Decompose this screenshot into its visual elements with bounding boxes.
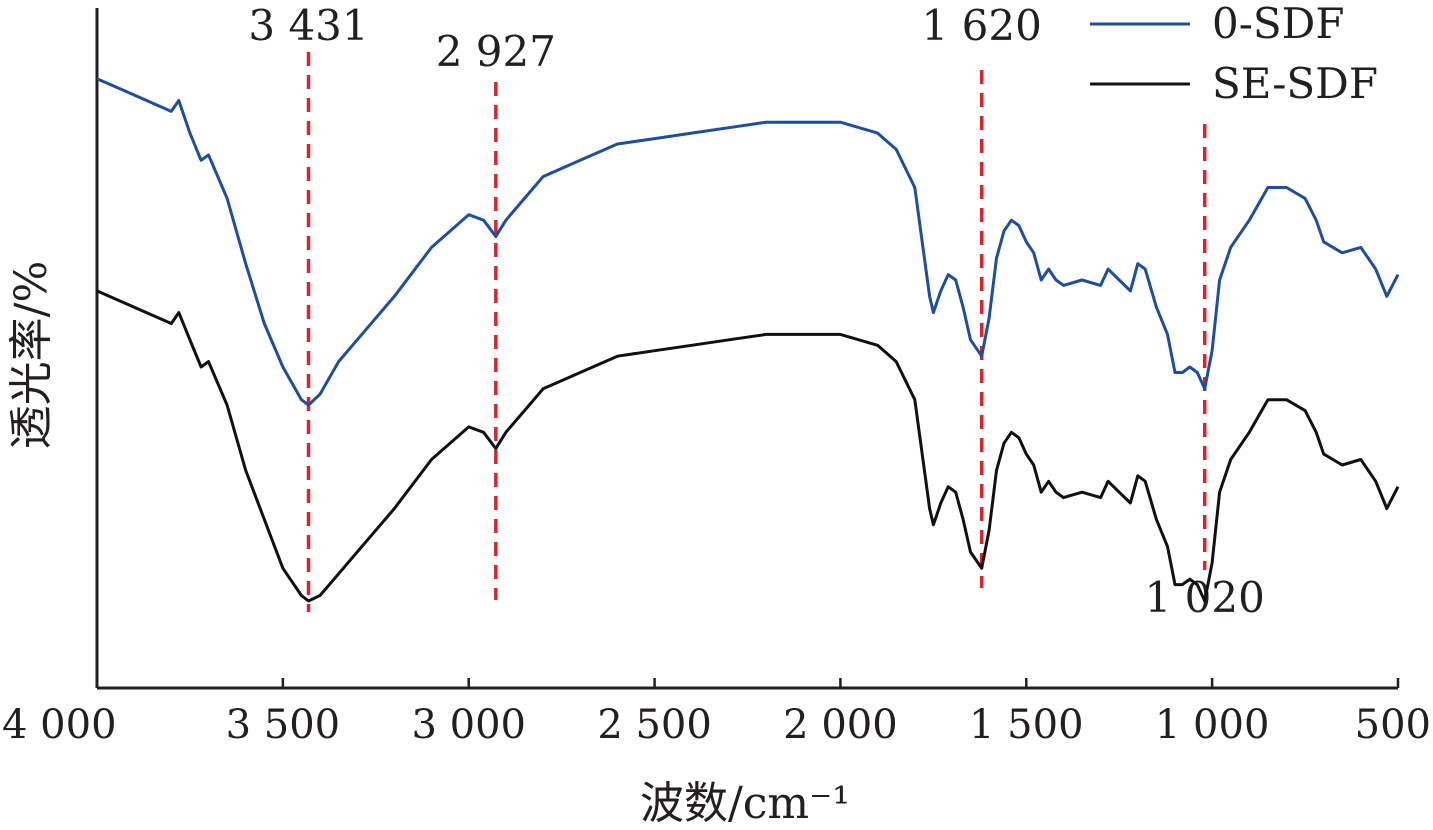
peak-label: 2 927 — [436, 27, 556, 76]
x-tick-label: 3 500 — [226, 702, 341, 748]
x-tick-label: 2 000 — [783, 702, 898, 748]
series-line-se-sdf — [96, 289, 1400, 603]
legend-label: 0-SDF — [1212, 0, 1345, 48]
x-axis-title: 波数/cm⁻¹ — [640, 778, 850, 829]
x-tick-label: 2 500 — [597, 702, 712, 748]
legend-label: SE-SDF — [1212, 59, 1378, 108]
x-tick-label: 500 — [1355, 702, 1431, 748]
x-tick-label: 1 000 — [1155, 702, 1270, 748]
x-tick-label: 1 500 — [969, 702, 1084, 748]
y-axis-title: 透光率/% — [6, 261, 57, 450]
legend: 0-SDF SE-SDF — [1090, 0, 1378, 108]
peak-label: 1 620 — [922, 1, 1042, 50]
x-tick-label: 3 000 — [411, 702, 526, 748]
series-line-0-sdf — [96, 77, 1400, 407]
x-ticks: 4 000 3 500 3 000 2 500 2 000 1 500 1 000 500 — [2, 678, 1431, 748]
series-lines — [96, 77, 1400, 603]
peak-label: 3 431 — [248, 1, 368, 50]
x-tick-label: 4 000 — [2, 702, 117, 748]
axes — [95, 8, 1398, 690]
